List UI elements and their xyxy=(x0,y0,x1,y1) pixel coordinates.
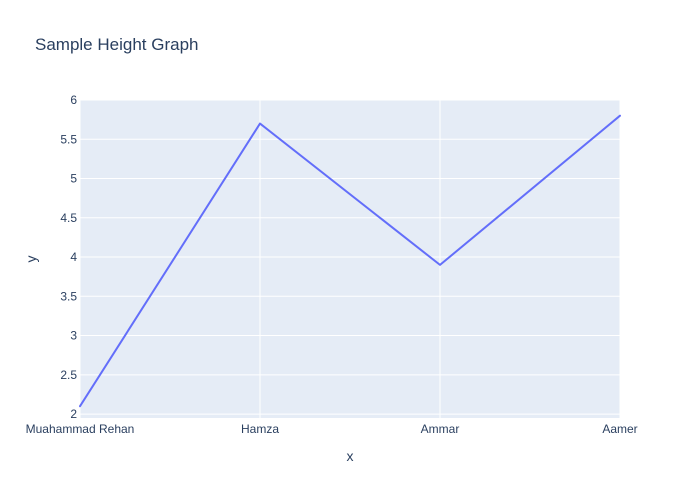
y-tick-label: 2.5 xyxy=(60,368,77,382)
line-layer xyxy=(79,114,621,408)
y-tick-label: 4.5 xyxy=(60,211,77,225)
y-tick-label: 6 xyxy=(70,93,77,107)
grid-lines xyxy=(79,99,621,418)
y-axis-title: y xyxy=(23,256,39,263)
tick-layer: 2 2.5 3 3.5 4 4.5 5 5.5 6 Muahammad Rehan Hamza Amm… xyxy=(26,93,638,436)
y-tick-label: 2 xyxy=(70,407,77,421)
x-tick-label: Ammar xyxy=(421,422,460,436)
chart-title: Sample Height Graph xyxy=(35,35,198,54)
x-axis-title: x xyxy=(347,448,354,464)
y-tick-label: 3.5 xyxy=(60,289,77,303)
y-tick-label: 3 xyxy=(70,329,77,343)
x-tick-label: Aamer xyxy=(602,422,637,436)
y-tick-label: 5.5 xyxy=(60,132,77,146)
y-tick-label: 5 xyxy=(70,172,77,186)
x-tick-label: Hamza xyxy=(241,422,279,436)
plot-area xyxy=(80,100,620,418)
x-tick-label: Muahammad Rehan xyxy=(26,422,135,436)
series-line xyxy=(79,114,621,408)
y-tick-label: 4 xyxy=(70,250,77,264)
